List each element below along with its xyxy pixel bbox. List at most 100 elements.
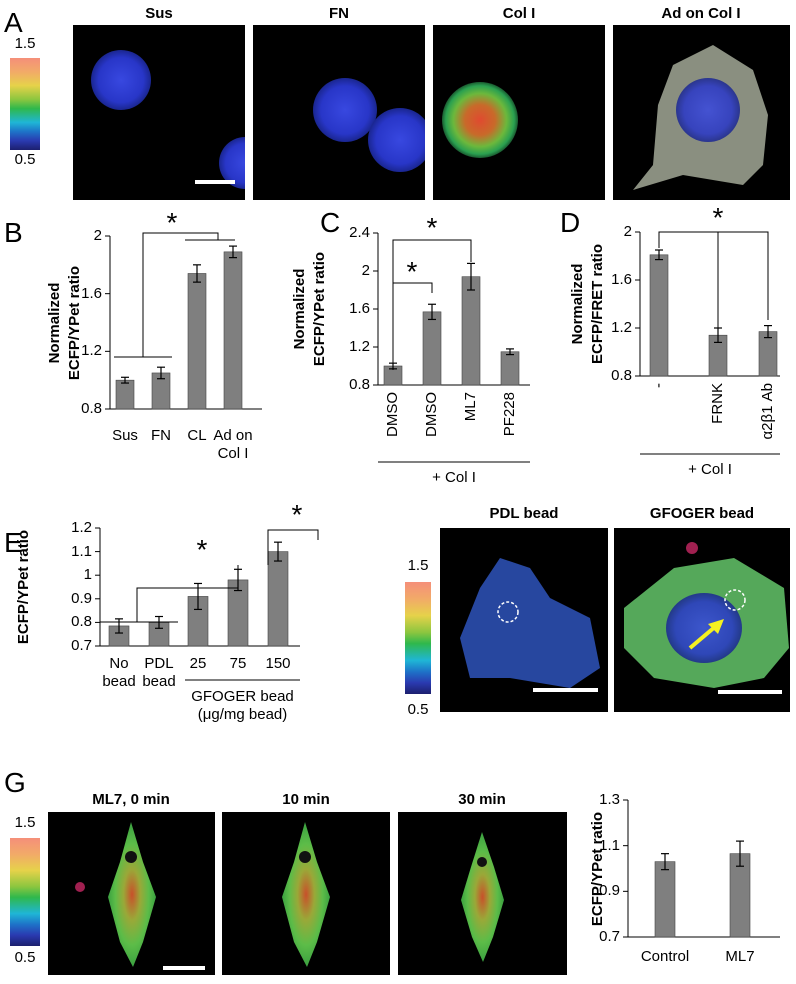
x-tick-label: FN xyxy=(151,427,171,444)
significance-bracket xyxy=(393,282,433,293)
y-tick-label: 1.2 xyxy=(349,338,370,355)
y-tick-label: 1.1 xyxy=(71,542,92,560)
y-tick-label: 0.9 xyxy=(71,589,92,607)
bar xyxy=(115,379,135,410)
bar xyxy=(223,251,243,410)
image-title: Sus xyxy=(145,5,173,22)
y-axis-label: ECFP/YPet ratio xyxy=(311,251,328,367)
x-tick-label: DMSO xyxy=(423,392,440,437)
image-title: GFOGER bead xyxy=(649,505,755,522)
panel-letter: E xyxy=(4,527,23,558)
panel-letter: A xyxy=(4,7,23,38)
x-tick-label: α2β1 Ab xyxy=(759,383,776,440)
x-tick-label: DMSO xyxy=(384,392,401,437)
micrograph xyxy=(73,25,245,200)
group-label: + Col I xyxy=(432,469,476,486)
image-title: Col I xyxy=(502,5,536,22)
panel-letter: C xyxy=(320,207,341,238)
significance-star: * xyxy=(712,202,724,233)
y-tick-label: 2.4 xyxy=(349,224,370,241)
significance-bracket xyxy=(142,232,219,357)
bar xyxy=(758,331,778,377)
y-tick-label: 1.2 xyxy=(81,342,102,360)
image-title: 30 min xyxy=(458,791,506,808)
group-label: GFOGER bead (μg/mg bead) xyxy=(191,688,294,723)
x-tick-label: PDL bead xyxy=(142,655,176,690)
y-tick-label: 1.6 xyxy=(81,284,102,302)
y-tick-label: 2 xyxy=(623,223,632,240)
y-axis-label: Normalized xyxy=(46,282,63,363)
bar xyxy=(267,551,289,647)
y-tick-label: 2 xyxy=(93,227,102,244)
x-tick-label: PF228 xyxy=(501,392,518,437)
panel-letter: G xyxy=(4,767,26,798)
y-tick-label: 0.7 xyxy=(71,637,92,654)
colorbar-max: 1.5 xyxy=(407,557,429,574)
group-label: + Col I xyxy=(688,461,732,478)
x-tick-label: Sus xyxy=(112,427,138,444)
colorbar-min: 0.5 xyxy=(14,949,36,966)
colorbar-max: 1.5 xyxy=(14,814,36,831)
y-tick-label: 1.1 xyxy=(599,836,620,854)
y-tick-label: 1.3 xyxy=(599,791,620,808)
micrograph xyxy=(433,25,605,200)
significance-star: * xyxy=(196,534,208,565)
y-tick-label: 2 xyxy=(361,262,370,279)
panel-letter: B xyxy=(4,217,23,248)
micrograph xyxy=(613,25,790,200)
image-title: Ad on Col I xyxy=(661,5,741,22)
y-tick-label: 0.7 xyxy=(599,928,620,945)
micrograph xyxy=(48,812,215,975)
significance-star: * xyxy=(166,207,178,238)
x-tick-label: Ad on Col I xyxy=(213,427,253,462)
image-title: 10 min xyxy=(282,791,330,808)
x-tick-label: 150 xyxy=(265,655,291,672)
y-tick-label: 1.6 xyxy=(611,271,632,288)
bar xyxy=(461,276,481,386)
colorbar xyxy=(10,838,40,946)
colorbar-min: 0.5 xyxy=(407,701,429,718)
micrograph xyxy=(253,25,425,200)
x-tick-label: 25 xyxy=(189,655,207,672)
image-title: ML7, 0 min xyxy=(92,791,170,808)
bar xyxy=(422,311,442,386)
bar xyxy=(500,351,520,386)
significance-star: * xyxy=(426,212,438,243)
y-axis-label: ECFP/FRET ratio xyxy=(589,243,606,365)
y-axis-label: ECFP/YPet ratio xyxy=(15,529,32,645)
y-tick-label: 1.2 xyxy=(71,519,92,536)
bar xyxy=(649,254,669,377)
colorbar xyxy=(405,582,431,694)
x-tick-label: FRNK xyxy=(709,383,726,424)
x-tick-label: - xyxy=(650,383,667,388)
y-tick-label: 0.8 xyxy=(71,613,92,631)
bar xyxy=(654,861,676,938)
y-axis-label: Normalized xyxy=(291,268,308,350)
image-title: PDL bead xyxy=(489,505,559,522)
y-axis-label: ECFP/YPet ratio xyxy=(66,265,83,380)
significance-bracket xyxy=(392,239,472,370)
colorbar xyxy=(10,58,40,150)
y-tick-label: 0.8 xyxy=(349,376,370,393)
significance-bracket xyxy=(658,231,769,320)
x-tick-label: Control xyxy=(640,948,690,965)
significance-bracket xyxy=(136,565,239,622)
panel-letter: D xyxy=(560,207,581,238)
micrograph xyxy=(398,812,567,975)
image-title: FN xyxy=(329,5,349,22)
micrograph xyxy=(222,812,390,975)
x-tick-label: 75 xyxy=(229,655,247,672)
micrograph xyxy=(440,528,608,712)
x-tick-label: ML7 xyxy=(462,392,479,422)
bar xyxy=(187,273,207,410)
y-axis-label: Normalized xyxy=(569,263,586,345)
y-tick-label: 1 xyxy=(83,566,92,584)
x-tick-label: CL xyxy=(187,427,207,444)
y-tick-label: 1.2 xyxy=(611,319,632,336)
significance-star: * xyxy=(406,256,418,287)
micrograph xyxy=(614,528,790,712)
panel-letter: F xyxy=(612,527,630,558)
colorbar-max: 1.5 xyxy=(14,35,36,52)
